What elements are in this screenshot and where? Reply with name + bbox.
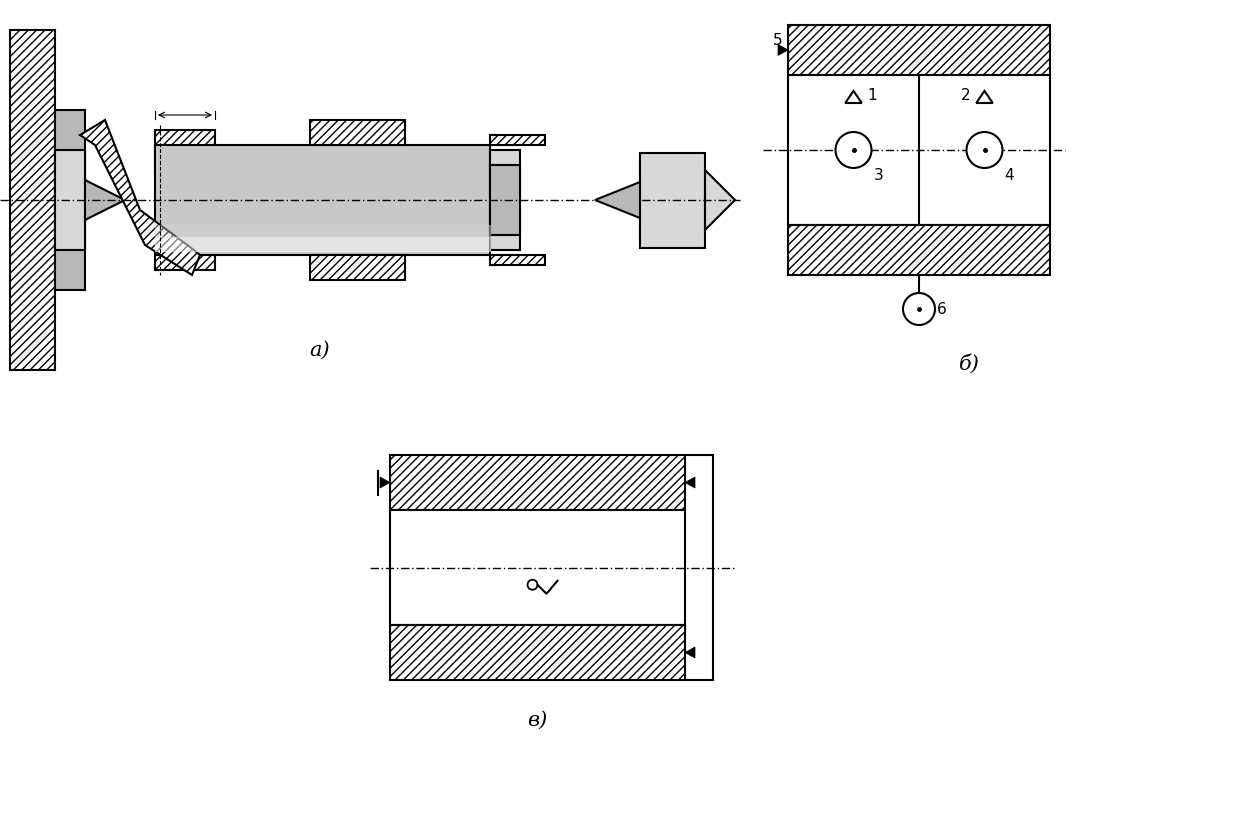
Polygon shape	[80, 120, 200, 275]
Text: в): в)	[528, 710, 548, 730]
Bar	[10, 30, 55, 370]
Bar	[155, 227, 215, 270]
Bar	[788, 225, 1050, 275]
Bar	[55, 150, 85, 250]
Bar	[641, 153, 706, 247]
Text: а): а)	[310, 341, 330, 360]
Text: 5: 5	[773, 33, 783, 48]
Circle shape	[903, 293, 934, 325]
Polygon shape	[595, 182, 641, 218]
Text: 2: 2	[961, 88, 971, 103]
Bar	[788, 25, 1050, 75]
Circle shape	[967, 132, 1002, 168]
Polygon shape	[846, 91, 862, 103]
Bar	[55, 110, 85, 290]
Bar	[490, 135, 545, 145]
Bar	[310, 255, 405, 280]
Text: 1: 1	[867, 88, 877, 103]
Text: 3: 3	[873, 168, 883, 183]
Polygon shape	[380, 477, 390, 488]
Polygon shape	[686, 477, 696, 488]
Circle shape	[836, 132, 872, 168]
Bar	[390, 510, 686, 625]
Text: 4: 4	[1005, 168, 1015, 183]
Polygon shape	[778, 44, 788, 56]
Polygon shape	[706, 170, 736, 230]
Bar	[310, 120, 405, 145]
Bar	[390, 625, 686, 680]
Bar	[490, 165, 520, 235]
Bar	[641, 160, 691, 240]
Polygon shape	[85, 180, 125, 220]
Bar	[490, 255, 545, 265]
Bar	[788, 75, 1050, 225]
Bar	[155, 145, 490, 255]
Circle shape	[528, 580, 538, 589]
Polygon shape	[686, 647, 696, 658]
Polygon shape	[976, 91, 993, 103]
Text: б): б)	[958, 354, 980, 374]
Bar	[390, 455, 686, 510]
Bar	[155, 130, 215, 172]
Text: 6: 6	[937, 301, 947, 317]
Bar	[490, 150, 520, 250]
